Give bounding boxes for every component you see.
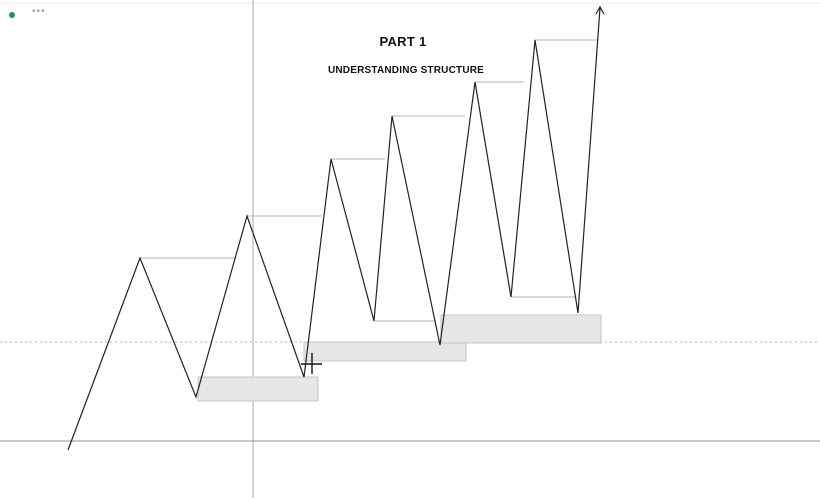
zone-1 [197, 376, 319, 402]
page-subtitle: UNDERSTANDING STRUCTURE [327, 65, 485, 76]
arrow-head-icon [595, 5, 605, 15]
zone-3 [440, 314, 602, 344]
crosshair-cursor-icon [301, 353, 322, 374]
page-title: PART 1 [379, 34, 427, 49]
price-structure-line [67, 7, 601, 451]
level-lines [140, 39, 597, 322]
status-dot-icon [9, 12, 15, 18]
zone-2 [303, 341, 467, 362]
zones [197, 314, 602, 402]
more-options-icon[interactable]: ••• [32, 6, 46, 17]
